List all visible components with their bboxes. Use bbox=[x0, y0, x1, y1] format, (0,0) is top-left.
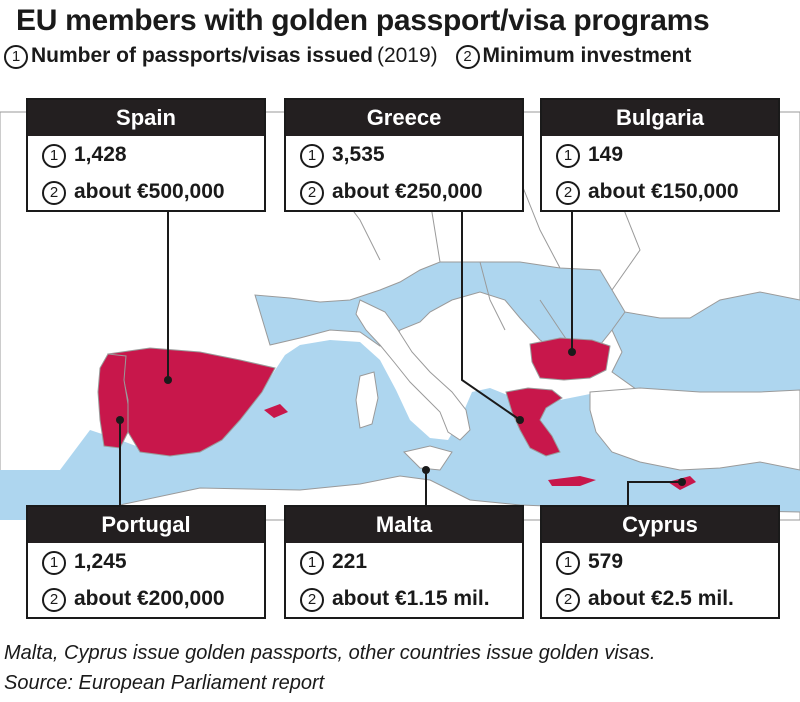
issued-value: 221 bbox=[332, 550, 368, 573]
card-investment-row: 2 about €2.5 mil. bbox=[542, 580, 778, 617]
legend-marker-2: 2 bbox=[455, 45, 480, 69]
leader-lines bbox=[119, 212, 682, 505]
card-title: Malta bbox=[286, 507, 522, 543]
sardinia bbox=[355, 371, 379, 429]
source-note: Source: European Parliament report bbox=[4, 672, 325, 694]
investment-value: about €200,000 bbox=[74, 587, 225, 610]
marker-2: 2 bbox=[556, 588, 580, 612]
marker-1: 1 bbox=[42, 551, 66, 575]
card-title: Cyprus bbox=[542, 507, 778, 543]
bulgaria-shape bbox=[529, 337, 611, 381]
card-greece: Greece 1 3,535 2 about €250,000 bbox=[284, 98, 524, 212]
page-title: EU members with golden passport/visa pro… bbox=[16, 4, 710, 37]
sicily bbox=[403, 445, 453, 471]
card-issued-row: 1 3,535 bbox=[286, 136, 522, 173]
legend-label-investment: Minimum investment bbox=[482, 44, 692, 67]
card-investment-row: 2 about €1.15 mil. bbox=[286, 580, 522, 617]
legend-year-note: (2019) bbox=[376, 44, 438, 67]
card-issued-row: 1 1,428 bbox=[28, 136, 264, 173]
marker-1: 1 bbox=[556, 551, 580, 575]
marker-1: 1 bbox=[42, 144, 66, 168]
investment-value: about €500,000 bbox=[74, 180, 225, 203]
legend-marker-1: 1 bbox=[4, 45, 28, 69]
footnote: Malta, Cyprus issue golden passports, ot… bbox=[4, 642, 656, 664]
legend-label-issued: Number of passports/visas issued bbox=[31, 44, 373, 67]
marker-2: 2 bbox=[556, 181, 580, 205]
card-issued-row: 1 1,245 bbox=[28, 543, 264, 580]
card-title: Greece bbox=[286, 100, 522, 136]
card-malta: Malta 1 221 2 about €1.15 mil. bbox=[284, 505, 524, 619]
card-portugal: Portugal 1 1,245 2 about €200,000 bbox=[26, 505, 266, 619]
issued-value: 3,535 bbox=[332, 143, 385, 166]
card-title: Bulgaria bbox=[542, 100, 778, 136]
issued-value: 579 bbox=[588, 550, 624, 573]
card-title: Spain bbox=[28, 100, 264, 136]
greece-shape bbox=[505, 387, 563, 457]
mediterranean-sea bbox=[0, 340, 800, 520]
investment-value: about €2.5 mil. bbox=[588, 587, 734, 610]
issued-value: 1,245 bbox=[74, 550, 127, 573]
issued-value: 1,428 bbox=[74, 143, 127, 166]
card-investment-row: 2 about €250,000 bbox=[286, 173, 522, 210]
card-spain: Spain 1 1,428 2 about €500,000 bbox=[26, 98, 266, 212]
card-issued-row: 1 149 bbox=[542, 136, 778, 173]
marker-2: 2 bbox=[300, 588, 324, 612]
marker-2: 2 bbox=[300, 181, 324, 205]
leader-dots bbox=[116, 348, 686, 486]
anatolia bbox=[589, 387, 800, 471]
card-bulgaria: Bulgaria 1 149 2 about €150,000 bbox=[540, 98, 780, 212]
italy bbox=[355, 299, 471, 441]
investment-value: about €1.15 mil. bbox=[332, 587, 490, 610]
legend: 1 Number of passports/visas issued (2019) … bbox=[4, 44, 691, 69]
marker-2: 2 bbox=[42, 588, 66, 612]
marker-1: 1 bbox=[300, 144, 324, 168]
crete-shape bbox=[548, 476, 596, 486]
card-cyprus: Cyprus 1 579 2 about €2.5 mil. bbox=[540, 505, 780, 619]
marker-1: 1 bbox=[556, 144, 580, 168]
card-issued-row: 1 221 bbox=[286, 543, 522, 580]
marker-1: 1 bbox=[300, 551, 324, 575]
card-investment-row: 2 about €500,000 bbox=[28, 173, 264, 210]
marker-2: 2 bbox=[42, 181, 66, 205]
investment-value: about €250,000 bbox=[332, 180, 483, 203]
investment-value: about €150,000 bbox=[588, 180, 739, 203]
card-investment-row: 2 about €150,000 bbox=[542, 173, 778, 210]
balearic-islands bbox=[264, 404, 288, 418]
card-title: Portugal bbox=[28, 507, 264, 543]
card-issued-row: 1 579 bbox=[542, 543, 778, 580]
portugal-shape bbox=[97, 353, 129, 449]
issued-value: 149 bbox=[588, 143, 624, 166]
card-investment-row: 2 about €200,000 bbox=[28, 580, 264, 617]
